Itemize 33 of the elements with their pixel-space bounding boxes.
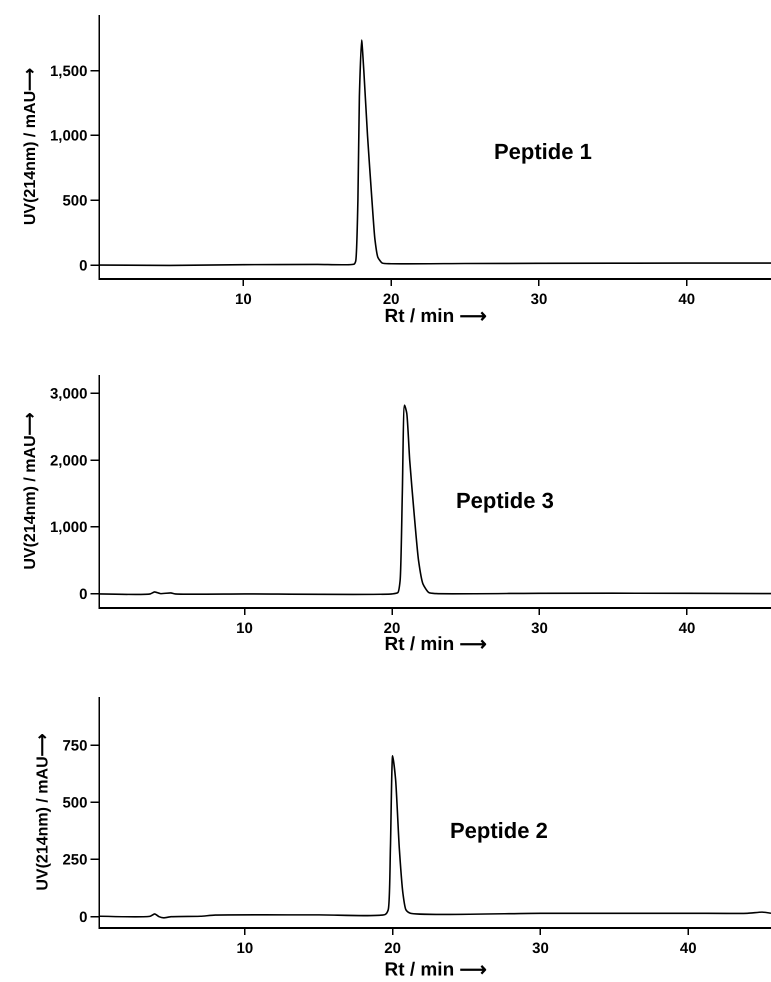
x-tick-label: 30 [530,291,548,308]
y-tick-label: 0 [79,908,88,926]
x-tick-label: 40 [678,291,696,308]
y-tick-label: 1,500 [50,62,88,80]
y-tick-label: 0 [79,257,88,274]
y-tick-label: 0 [79,586,88,604]
x-tick-label: 10 [236,620,253,637]
x-tick-label: 40 [680,940,697,957]
x-tick-label: 20 [384,620,400,637]
x-axis-title: Rt / min ⟶ [384,306,486,327]
annotation: Peptide 1 [494,139,592,164]
x-axis-title: Rt / min ⟶ [384,634,486,655]
y-axis-title: UV(214nm) / mAU⟶ [34,733,52,891]
x-axis-title: Rt / min ⟶ [384,959,486,980]
x-tick-label: 10 [235,291,252,308]
annotation: Peptide 3 [456,488,554,513]
y-tick-label: 1,000 [50,128,88,145]
y-tick-label: 250 [62,852,88,869]
y-tick-label: 500 [62,794,88,812]
y-tick-label: 1,000 [50,519,88,536]
x-tick-label: 30 [532,940,549,957]
y-tick-label: 3,000 [50,385,88,402]
y-tick-label: 500 [62,192,88,210]
x-tick-label: 40 [678,620,696,637]
y-tick-label: 2,000 [50,452,88,470]
annotation: Peptide 2 [450,818,548,843]
x-tick-label: 10 [236,940,254,957]
x-tick-label: 20 [382,291,400,308]
y-axis-title: UV(214nm) / mAU⟶ [22,412,40,570]
y-tick-label: 750 [62,737,88,754]
x-tick-label: 20 [384,940,401,957]
y-axis-title: UV(214nm) / mAU⟶ [22,68,40,226]
x-tick-label: 30 [531,620,548,637]
